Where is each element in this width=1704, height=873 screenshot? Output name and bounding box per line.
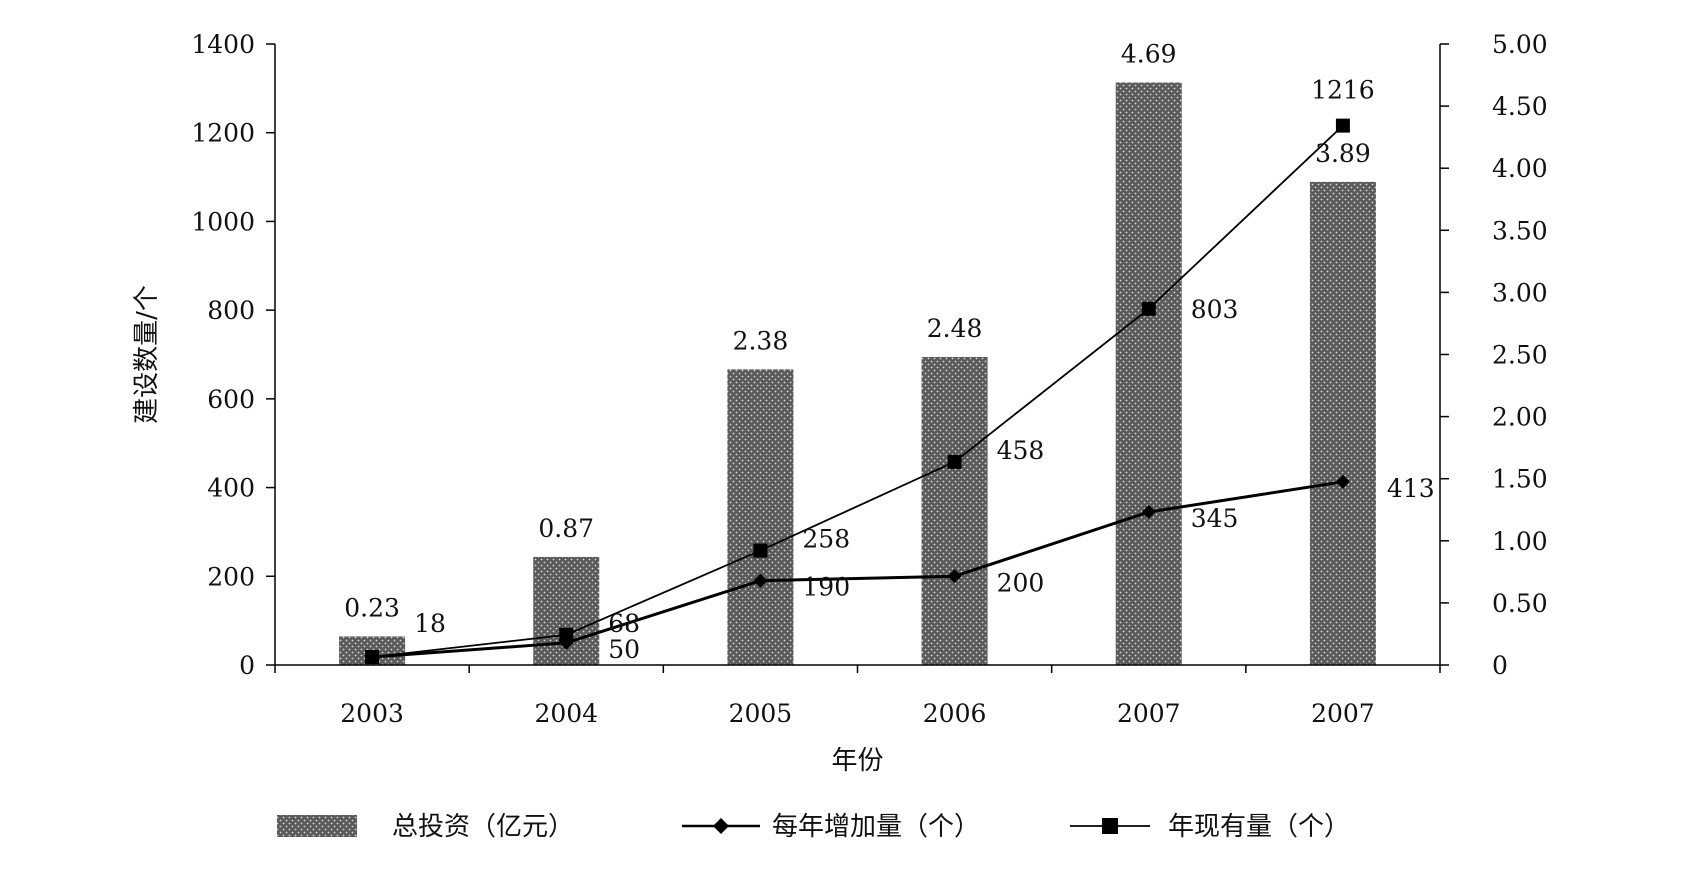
- legend-swatch-investment: [277, 815, 357, 837]
- increase-data-label: 345: [1191, 504, 1239, 533]
- total-data-label: 1216: [1311, 76, 1375, 105]
- increase-data-label: 200: [997, 568, 1045, 597]
- marker-diamond-increase-5: [1335, 474, 1350, 489]
- x-tick-label: 2004: [534, 699, 598, 728]
- marker-square-total-0: [365, 650, 380, 665]
- marker-square-total-3: [947, 454, 962, 469]
- left-tick-label: 400: [207, 474, 255, 503]
- left-tick-label: 600: [207, 385, 255, 414]
- bar-data-label: 4.69: [1121, 40, 1177, 69]
- right-tick-label: 4.50: [1492, 92, 1548, 121]
- right-tick-label: 0: [1492, 651, 1508, 680]
- line-annual-increase: [371, 480, 1344, 659]
- bar-total-investment-3: [921, 356, 988, 665]
- right-tick-label: 1.50: [1492, 465, 1548, 494]
- marker-square-total-4: [1141, 301, 1156, 316]
- total-data-label: 258: [802, 525, 850, 554]
- marker-diamond-increase-2: [753, 573, 768, 588]
- bar-data-label: 3.89: [1315, 139, 1371, 168]
- right-tick-label: 2.00: [1492, 403, 1548, 432]
- bar-total-investment-2: [727, 369, 794, 665]
- bar-data-label: 2.48: [927, 314, 983, 343]
- right-tick-label: 2.50: [1492, 341, 1548, 370]
- increase-data-label: 190: [802, 573, 850, 602]
- total-data-label: 803: [1191, 295, 1239, 324]
- marker-square-total-2: [753, 543, 768, 558]
- legend-swatch-total-marker: [1102, 818, 1118, 834]
- total-data-label: 458: [997, 436, 1045, 465]
- bar-data-label: 0.23: [344, 593, 400, 622]
- increase-data-label: 50: [608, 635, 640, 664]
- x-axis-title: 年份: [831, 746, 883, 776]
- marker-diamond-increase-4: [1141, 504, 1156, 519]
- legend-label-total: 年现有量（个）: [1168, 812, 1350, 842]
- y-axis-title: 建设数量/个: [132, 285, 162, 424]
- marker-square-total-1: [559, 627, 574, 642]
- increase-data-label: 18: [414, 609, 446, 638]
- x-tick-label: 2005: [729, 699, 793, 728]
- legend-swatch-increase-marker: [713, 818, 729, 834]
- x-tick-label: 2003: [340, 699, 404, 728]
- left-tick-label: 0: [239, 651, 255, 680]
- right-tick-label: 3.00: [1492, 278, 1548, 307]
- total-data-label: 68: [608, 609, 640, 638]
- left-tick-label: 800: [207, 296, 255, 325]
- right-tick-label: 0.50: [1492, 589, 1548, 618]
- increase-data-label: 413: [1387, 474, 1435, 503]
- right-tick-label: 4.00: [1492, 154, 1548, 183]
- bar-data-label: 0.87: [538, 514, 594, 543]
- marker-diamond-increase-3: [947, 569, 962, 584]
- legend: 总投资（亿元） 每年增加量（个） 年现有量（个）: [277, 812, 1350, 842]
- line-total-count: [371, 124, 1344, 658]
- left-tick-label: 1000: [191, 207, 255, 236]
- bar-data-label: 2.38: [733, 326, 789, 355]
- bar-total-investment-4: [1115, 82, 1182, 665]
- lines-group: [365, 118, 1350, 665]
- legend-label-investment: 总投资（亿元）: [392, 812, 574, 842]
- right-tick-label: 3.50: [1492, 216, 1548, 245]
- data-labels-group: 0.23 0.87 2.38 2.48 4.69 3.89 18 50 190 200 345 413…: [344, 40, 1434, 664]
- right-tick-label: 1.00: [1492, 527, 1548, 556]
- axis-titles-group: 建设数量/个年份: [132, 285, 884, 776]
- x-tick-label: 2007: [1311, 699, 1375, 728]
- left-tick-label: 200: [207, 562, 255, 591]
- right-tick-label: 5.00: [1492, 30, 1548, 59]
- legend-label-increase: 每年增加量（个）: [772, 812, 980, 842]
- x-tick-label: 2007: [1117, 699, 1181, 728]
- bar-total-investment-5: [1309, 181, 1376, 665]
- left-tick-label: 1400: [191, 30, 255, 59]
- axes-group: 0 200 400 600 800 1000 1200 1400 0 0.50 1.00 1.50 2.…: [191, 30, 1547, 728]
- left-tick-label: 1200: [191, 119, 255, 148]
- bars-group: [339, 82, 1376, 665]
- x-tick-label: 2006: [923, 699, 987, 728]
- marker-square-total-5: [1335, 118, 1350, 133]
